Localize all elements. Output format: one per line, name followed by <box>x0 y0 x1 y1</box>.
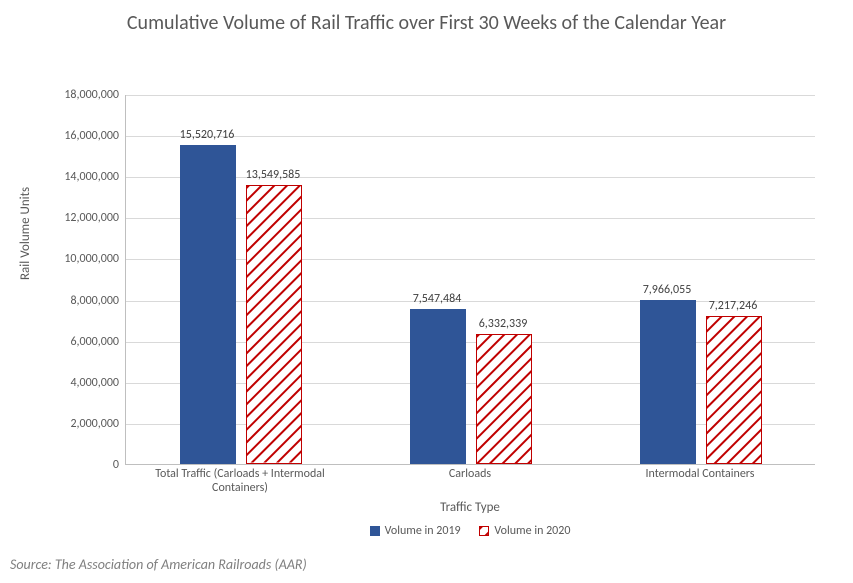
legend: Volume in 2019 Volume in 2020 <box>125 524 815 540</box>
hatch-icon <box>247 186 301 463</box>
plot-area <box>125 95 815 465</box>
legend-item-2020: Volume in 2020 <box>479 524 570 538</box>
ytick-label: 12,000,000 <box>9 211 119 225</box>
ytick-label: 16,000,000 <box>9 129 119 143</box>
chart-container: Cumulative Volume of Rail Traffic over F… <box>0 0 853 583</box>
legend-swatch-hatched <box>479 526 489 536</box>
category-label: Total Traffic (Carloads + Intermodal Con… <box>135 468 345 496</box>
data-label: 6,332,339 <box>479 317 528 331</box>
ytick-label: 10,000,000 <box>9 252 119 266</box>
data-label: 7,217,246 <box>709 299 758 313</box>
bar <box>246 185 302 464</box>
hatch-icon <box>707 317 761 463</box>
legend-label-2020: Volume in 2020 <box>494 524 570 538</box>
legend-label-2019: Volume in 2019 <box>385 524 461 538</box>
data-label: 7,547,484 <box>413 292 462 306</box>
x-axis-label: Traffic Type <box>125 500 815 515</box>
legend-item-2019: Volume in 2019 <box>370 524 461 538</box>
ytick-label: 2,000,000 <box>9 417 119 431</box>
bar <box>180 145 236 464</box>
data-label: 15,520,716 <box>180 128 235 142</box>
data-label: 7,966,055 <box>643 283 692 297</box>
chart-title: Cumulative Volume of Rail Traffic over F… <box>0 10 853 36</box>
gridline <box>126 95 815 96</box>
ytick-label: 4,000,000 <box>9 376 119 390</box>
source-note: Source: The Association of American Rail… <box>10 556 307 573</box>
bar <box>410 309 466 464</box>
hatch-icon <box>477 335 531 463</box>
category-label: Intermodal Containers <box>595 468 805 482</box>
data-label: 13,549,585 <box>246 168 301 182</box>
hatch-icon <box>480 527 488 535</box>
bar <box>476 334 532 464</box>
legend-swatch-solid <box>370 526 380 536</box>
category-label: Carloads <box>365 468 575 482</box>
ytick-label: 8,000,000 <box>9 294 119 308</box>
bar <box>640 300 696 464</box>
ytick-label: 0 <box>9 458 119 472</box>
ytick-label: 18,000,000 <box>9 88 119 102</box>
ytick-label: 6,000,000 <box>9 335 119 349</box>
bar <box>706 316 762 464</box>
ytick-label: 14,000,000 <box>9 170 119 184</box>
